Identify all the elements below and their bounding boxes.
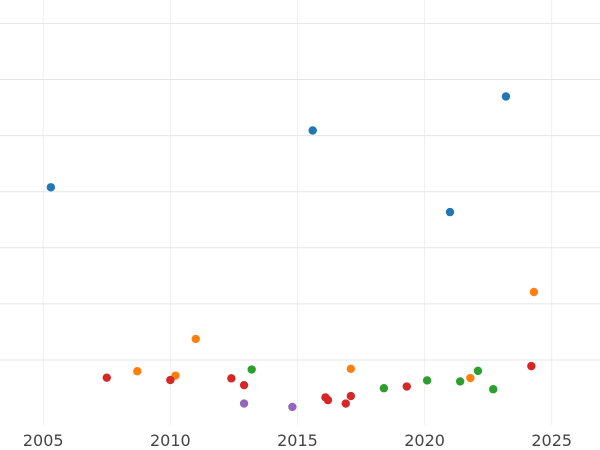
data-point-s3-9 [527,361,536,371]
data-point-s3-0 [102,373,111,382]
data-point-s1-3 [346,364,356,374]
data-points [46,92,539,412]
data-point-s2-4 [473,366,483,376]
data-point-s2-0 [247,365,256,374]
data-point-s3-2 [227,374,236,383]
data-point-s1-2 [191,334,200,344]
x-tick-label-2010: 2010 [150,431,191,450]
data-point-s1-0 [133,367,142,376]
data-point-s3-1 [166,375,175,385]
data-point-s2-5 [489,385,498,394]
data-point-s2-2 [422,376,432,385]
data-point-s3-6 [341,399,350,408]
x-tick-label-2020: 2020 [404,431,445,450]
x-tick-label-2025: 2025 [531,431,572,450]
data-point-s0-3 [501,92,511,101]
data-point-s3-8 [402,382,411,391]
data-point-s2-3 [455,377,465,386]
data-point-s1-4 [466,373,475,383]
data-point-s4-1 [288,402,297,412]
data-point-s0-0 [46,183,56,192]
data-point-s0-1 [308,126,317,135]
data-point-s2-1 [379,384,389,393]
data-point-s1-5 [529,287,539,297]
gridlines [0,0,600,425]
data-point-s3-7 [346,391,356,401]
x-tick-label-2015: 2015 [277,431,318,450]
data-point-s3-3 [239,380,249,390]
x-tick-label-2005: 2005 [23,431,64,450]
x-axis-tick-labels: 2005 2010 2015 2020 2025 [23,431,572,450]
data-point-s0-2 [445,207,455,217]
data-point-s3-5 [323,395,333,405]
data-point-s4-0 [239,399,249,408]
